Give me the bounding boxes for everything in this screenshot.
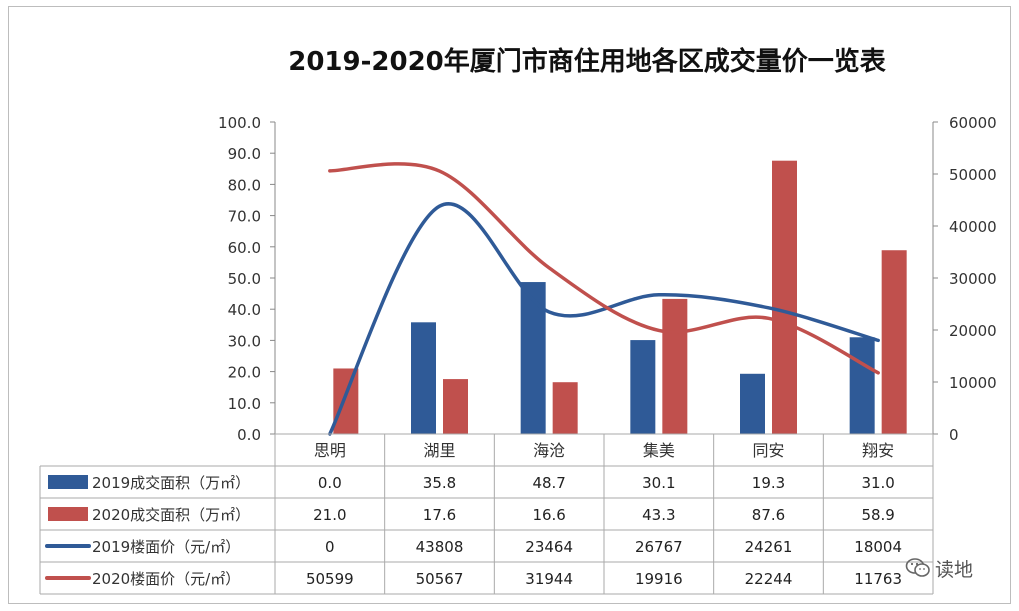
data-label: 48.7 (532, 474, 565, 492)
bar-1-0 (333, 368, 359, 434)
bar-0-3 (630, 340, 656, 434)
y-left-tick-label: 0.0 (237, 426, 261, 444)
data-label: 58.9 (861, 506, 894, 524)
data-label: 21.0 (313, 506, 346, 524)
bar-0-5 (849, 337, 875, 434)
data-label: 50599 (306, 570, 354, 588)
watermark-text: 读地 (935, 558, 974, 581)
data-label: 19916 (635, 570, 683, 588)
legend-key-bar (48, 507, 88, 521)
data-label: 43808 (416, 538, 464, 556)
y-left-tick-label: 100.0 (218, 114, 261, 132)
data-label: 0.0 (318, 474, 342, 492)
x-tick-label: 同安 (752, 441, 784, 460)
data-label: 35.8 (423, 474, 456, 492)
y-right-tick-label: 0 (949, 426, 959, 444)
line-series-0 (328, 202, 880, 436)
bar-0-1 (411, 322, 436, 434)
legend-label: 2019成交面积（万㎡） (92, 474, 250, 492)
y-right-tick-label: 40000 (949, 218, 997, 236)
bar-0-4 (740, 373, 765, 434)
bar-1-5 (881, 250, 907, 434)
data-label: 16.6 (532, 506, 565, 524)
chart-frame (8, 6, 1011, 604)
data-label: 24261 (745, 538, 793, 556)
y-right-tick-label: 50000 (949, 166, 997, 184)
x-tick-label: 集美 (643, 441, 675, 460)
y-right-tick-label: 60000 (949, 114, 997, 132)
wechat-icon (905, 558, 930, 577)
y-left-tick-label: 80.0 (228, 176, 261, 194)
y-right-tick-label: 20000 (949, 322, 997, 340)
legend-label: 2020楼面价（元/㎡） (92, 570, 240, 588)
data-label: 50567 (416, 570, 464, 588)
data-label: 17.6 (423, 506, 456, 524)
data-label: 26767 (635, 538, 683, 556)
chart-title: 2019-2020年厦门市商住用地各区成交量价一览表 (288, 46, 887, 77)
data-label: 0 (325, 538, 335, 556)
y-left-tick-label: 90.0 (228, 145, 261, 163)
y-right-tick-label: 30000 (949, 270, 997, 288)
watermark: 读地 (905, 555, 973, 581)
x-tick-label: 思明 (314, 441, 346, 460)
bar-1-3 (662, 298, 688, 434)
line-series-1 (328, 162, 880, 375)
data-label: 11763 (854, 570, 902, 588)
y-left-tick-label: 40.0 (228, 301, 261, 319)
y-left-tick-label: 70.0 (228, 208, 261, 226)
data-label: 30.1 (642, 474, 675, 492)
legend-label: 2019楼面价（元/㎡） (92, 538, 240, 556)
data-label: 31.0 (861, 474, 894, 492)
y-right-tick-label: 10000 (949, 374, 997, 392)
data-label: 19.3 (752, 474, 785, 492)
y-left-tick-label: 60.0 (228, 239, 261, 257)
y-left-tick-label: 30.0 (228, 332, 261, 350)
bar-1-4 (772, 160, 797, 435)
legend-key-bar (48, 475, 88, 489)
x-tick-label: 翔安 (862, 441, 894, 460)
data-label: 23464 (525, 538, 573, 556)
legend-label: 2020成交面积（万㎡） (92, 506, 250, 524)
bar-1-2 (552, 382, 578, 434)
y-left-tick-label: 50.0 (228, 270, 261, 288)
data-label: 87.6 (752, 506, 785, 524)
x-tick-label: 海沧 (533, 441, 565, 460)
bar-0-2 (520, 282, 546, 434)
data-label: 31944 (525, 570, 573, 588)
bar-1-1 (443, 379, 468, 434)
y-left-tick-label: 20.0 (228, 364, 261, 382)
y-left-tick-label: 10.0 (228, 395, 261, 413)
x-tick-label: 湖里 (423, 441, 455, 460)
data-label: 22244 (745, 570, 793, 588)
data-label: 43.3 (642, 506, 675, 524)
data-label: 18004 (854, 538, 902, 556)
